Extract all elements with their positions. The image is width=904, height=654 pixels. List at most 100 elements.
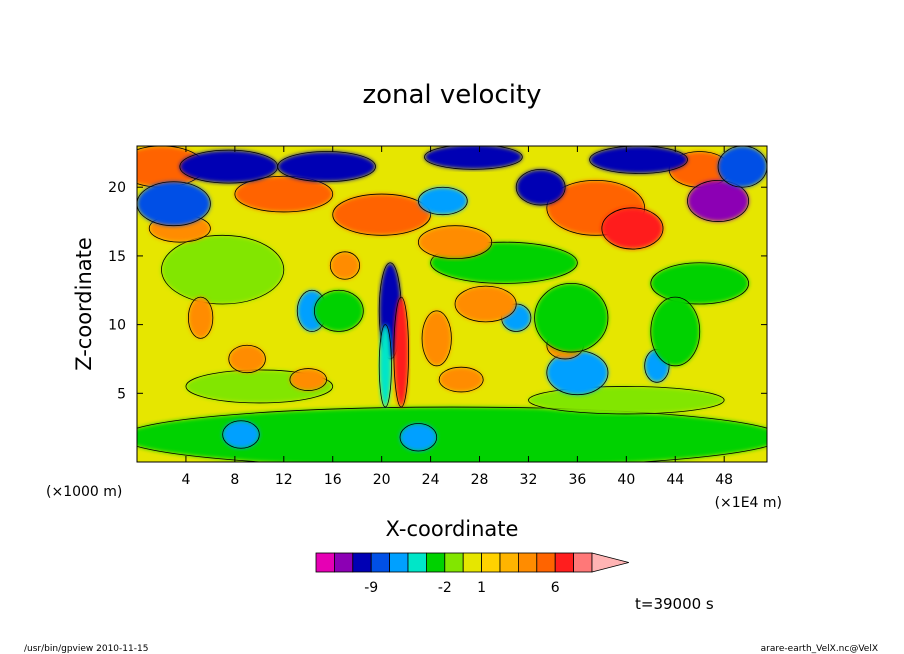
x-tick-label: 8 — [230, 472, 239, 488]
chart-title: zonal velocity — [362, 80, 541, 110]
field-blob — [330, 251, 360, 280]
contour-line — [438, 366, 484, 393]
velocity-field — [137, 146, 767, 462]
y-tick-label: 20 — [108, 180, 126, 196]
contour-line — [421, 310, 452, 367]
contour-line — [399, 423, 438, 452]
field-blob — [439, 367, 484, 392]
field-blob — [516, 169, 566, 206]
colorbar-cell — [425, 552, 446, 573]
colorbar-tick-labels: -9 -2 1 6 — [364, 580, 560, 596]
contour-line — [289, 368, 328, 391]
y-tick-label: 15 — [108, 249, 126, 265]
plot-area — [137, 146, 767, 462]
field-blob — [188, 297, 213, 339]
colorbar-cell — [315, 552, 335, 573]
x-tick-label: 48 — [715, 472, 733, 488]
field-blob — [418, 225, 492, 259]
field-blob — [455, 286, 517, 322]
colorbar-tick-label: -2 — [438, 580, 452, 596]
contour-line — [137, 406, 767, 462]
field-blob — [422, 310, 452, 366]
contour-line — [650, 262, 750, 305]
colorbar-cell — [481, 552, 501, 573]
field-blob — [234, 176, 333, 212]
footer-left: /usr/bin/gpview 2010-11-15 — [24, 644, 148, 654]
contour-line — [161, 234, 285, 305]
colorbar-tick-label: 1 — [477, 580, 486, 596]
field-blob — [137, 181, 211, 226]
x-tick-label: 24 — [422, 472, 440, 488]
colorbar — [315, 552, 629, 573]
x-unit-right: (×1E4 m) — [715, 495, 782, 511]
colorbar-cell — [370, 552, 391, 573]
colorbar-cell — [352, 552, 372, 573]
field-blob — [289, 368, 327, 391]
contour-line — [515, 168, 566, 206]
contour-line — [430, 241, 578, 284]
x-tick-label: 44 — [666, 472, 684, 488]
contour-line — [417, 225, 493, 260]
field-blob — [393, 297, 409, 408]
field-blob — [418, 187, 468, 215]
x-tick-label: 40 — [617, 472, 635, 488]
colorbar-cell — [536, 552, 556, 573]
colorbar-cell — [462, 552, 483, 573]
colorbar-cell — [499, 552, 519, 573]
field-blob — [718, 146, 767, 188]
x-tick-label: 4 — [181, 472, 190, 488]
field-blob — [687, 180, 749, 222]
contour-line — [277, 151, 376, 183]
footer-right: arare-earth_VelX.nc@VelX — [761, 644, 878, 654]
y-tick-label: 10 — [108, 318, 126, 334]
field-blob — [650, 262, 749, 304]
time-label: t=39000 s — [635, 595, 714, 613]
x-axis: 4 8 12 16 20 24 28 32 36 40 44 48 — [181, 146, 733, 488]
field-blob — [222, 420, 260, 449]
colorbar-cell — [333, 552, 354, 573]
contour-line — [534, 282, 609, 353]
contour-line — [650, 296, 701, 367]
contour-line — [393, 296, 409, 408]
contour-line — [228, 344, 266, 374]
field-blob — [534, 283, 608, 353]
y-axis: 5 10 15 20 — [108, 180, 767, 402]
contour-line — [424, 146, 523, 170]
colorbar-cell — [518, 552, 538, 573]
contour-line — [332, 193, 431, 236]
x-axis-label: X-coordinate — [386, 517, 519, 541]
contour-line — [417, 186, 468, 216]
field-blob — [179, 150, 278, 184]
field-blob — [161, 235, 284, 304]
contour-line — [546, 179, 646, 236]
contour-line — [329, 251, 361, 280]
field-blob — [424, 146, 523, 170]
contour-line — [313, 289, 364, 332]
contour-line — [717, 146, 767, 188]
y-axis-label: Z-coordinate — [72, 237, 96, 371]
contour-line — [378, 324, 392, 408]
colorbar-cell — [407, 552, 427, 573]
field-blob — [400, 423, 437, 452]
contour-line — [589, 146, 688, 174]
colorbar-tick-label: 6 — [551, 580, 560, 596]
x-tick-label: 36 — [568, 472, 586, 488]
x-tick-label: 16 — [324, 472, 342, 488]
contour-line — [137, 181, 211, 227]
x-tick-label: 32 — [520, 472, 538, 488]
contour-line — [234, 175, 334, 213]
field-blob — [277, 151, 376, 182]
contour-line — [185, 369, 334, 404]
field-blob — [137, 407, 767, 462]
field-blob — [589, 146, 688, 174]
contour-line — [222, 420, 260, 449]
contour-line — [687, 179, 750, 222]
colorbar-cell — [389, 552, 409, 573]
colorbar-cell — [444, 552, 464, 573]
x-tick-label: 28 — [471, 472, 489, 488]
plot-frame — [136, 145, 768, 463]
field-blob — [601, 207, 664, 250]
field-blob — [379, 324, 392, 408]
field-blob — [332, 194, 431, 236]
